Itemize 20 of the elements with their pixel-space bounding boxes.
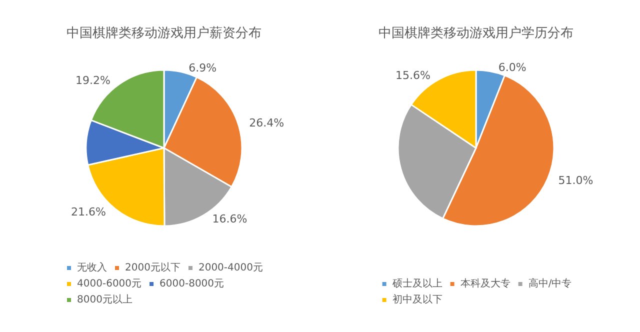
data-label: 15.6% (395, 69, 430, 82)
data-label: 51.0% (558, 174, 594, 188)
data-label: 19.2% (76, 74, 110, 87)
legend-label: 8000元以上 (77, 294, 132, 306)
legend-label: 2000元以下 (125, 262, 180, 274)
legend-label: 6000-8000元 (160, 278, 224, 290)
data-label: 16.6% (212, 212, 248, 226)
legend-label: 高中/中专 (528, 278, 572, 290)
data-label: 21.6% (70, 206, 106, 219)
chart-title: 中国棋牌类移动游戏用户薪资分布 (66, 26, 262, 41)
legend-label: 硕士及以上 (391, 278, 442, 290)
legend-label: 2000-4000元 (198, 262, 263, 274)
chart-title: 中国棋牌类移动游戏用户学历分布 (378, 26, 574, 41)
legend-label: 本科及大专 (460, 278, 510, 290)
legend-label: 4000-6000元 (77, 278, 142, 290)
data-label: 6.0% (498, 60, 526, 74)
legend-label: 无收入 (77, 262, 108, 274)
data-label: 6.9% (188, 61, 217, 74)
legend-label: 初中及以下 (392, 294, 442, 306)
data-label: 26.4% (249, 116, 284, 130)
